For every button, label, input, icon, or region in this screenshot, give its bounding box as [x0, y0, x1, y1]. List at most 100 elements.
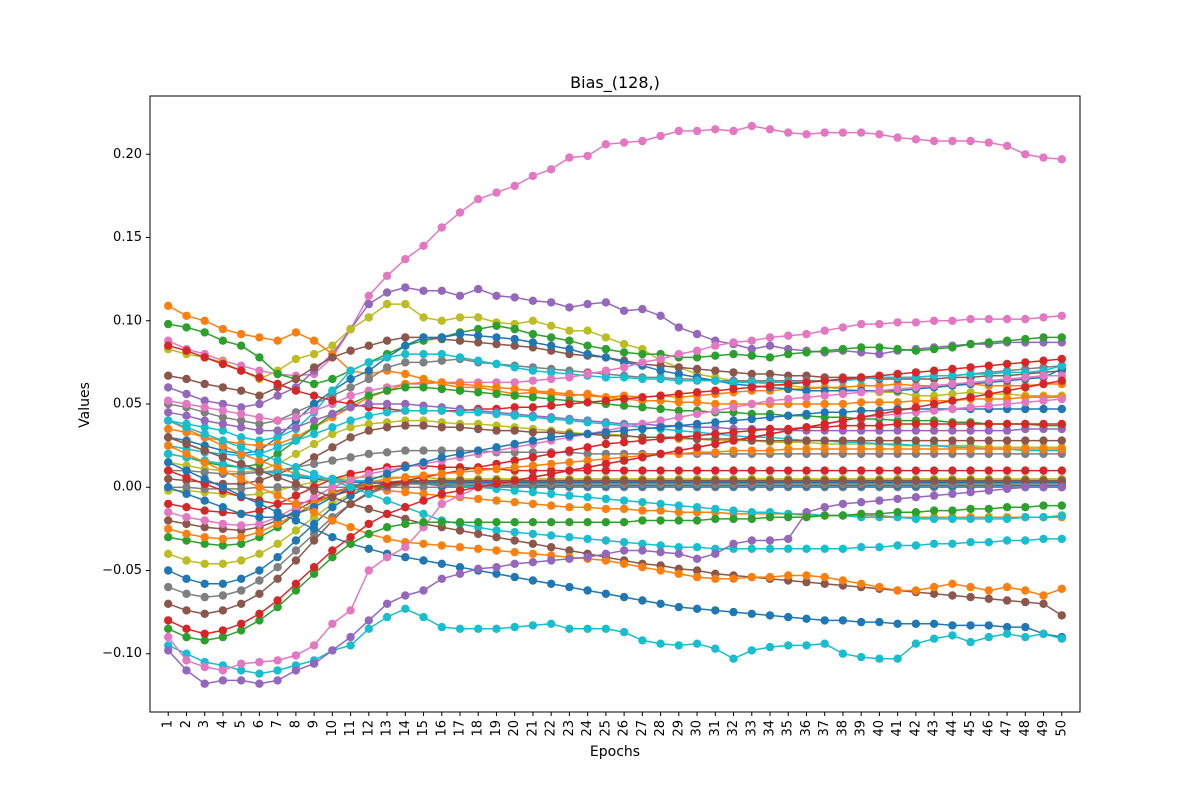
x-tick-label: 49 — [1036, 720, 1051, 737]
data-point — [218, 459, 228, 469]
data-point — [911, 639, 921, 648]
data-point — [273, 443, 282, 452]
data-point — [218, 591, 228, 600]
data-point — [328, 546, 337, 555]
data-point — [255, 506, 264, 515]
data-point — [1057, 376, 1067, 385]
data-point — [164, 524, 173, 534]
data-point — [364, 358, 373, 367]
data-point — [656, 466, 665, 475]
data-point — [291, 413, 301, 422]
data-point — [328, 516, 337, 525]
data-point — [364, 411, 373, 420]
data-point — [382, 408, 392, 417]
x-tick-label: 12 — [361, 720, 376, 737]
data-point — [437, 286, 446, 295]
data-point — [455, 468, 465, 477]
data-point — [273, 499, 282, 509]
data-point — [929, 399, 939, 409]
data-point — [656, 423, 665, 432]
data-point — [401, 358, 410, 367]
data-point — [765, 446, 775, 455]
data-point — [510, 536, 519, 545]
data-point — [237, 449, 246, 459]
data-point — [729, 428, 738, 437]
data-point — [984, 444, 993, 454]
data-point — [729, 466, 738, 475]
data-point — [674, 466, 683, 475]
data-point — [309, 439, 319, 449]
data-point — [182, 439, 191, 449]
data-point — [984, 338, 993, 347]
data-point — [747, 344, 756, 354]
data-point — [893, 436, 902, 445]
data-point — [218, 419, 228, 429]
data-point — [765, 341, 775, 350]
data-point — [1039, 513, 1048, 522]
data-point — [1057, 483, 1067, 492]
data-point — [966, 436, 975, 445]
data-point — [455, 526, 465, 535]
data-point — [328, 533, 337, 542]
data-point — [364, 366, 373, 375]
data-point — [802, 423, 811, 432]
data-point — [565, 336, 574, 345]
data-point — [291, 586, 301, 595]
data-point — [583, 299, 592, 309]
data-point — [838, 374, 848, 384]
data-point — [382, 553, 392, 562]
data-point — [875, 444, 884, 454]
data-point — [547, 449, 556, 459]
data-point — [1057, 155, 1067, 164]
x-tick-label: 36 — [799, 720, 814, 737]
data-point — [747, 446, 756, 455]
data-point — [200, 609, 209, 618]
data-point — [1002, 336, 1012, 345]
data-point — [309, 363, 319, 372]
data-point — [638, 466, 647, 475]
data-point — [1039, 483, 1048, 492]
data-point — [419, 539, 428, 548]
data-point — [164, 549, 173, 558]
data-point — [619, 559, 629, 568]
data-point — [984, 361, 993, 370]
data-point — [437, 463, 446, 472]
y-tick-label: 0.05 — [113, 397, 142, 412]
data-point — [401, 299, 410, 309]
data-point — [984, 419, 993, 429]
data-point — [1021, 632, 1030, 642]
data-point — [218, 632, 228, 642]
x-tick-label: 38 — [835, 720, 850, 737]
data-point — [857, 373, 866, 382]
data-point — [911, 368, 921, 377]
data-point — [255, 391, 264, 400]
data-point — [619, 373, 629, 382]
data-point — [382, 599, 392, 608]
data-point — [747, 609, 756, 618]
data-point — [820, 444, 829, 454]
data-point — [857, 413, 866, 422]
data-point — [273, 656, 282, 665]
data-point — [273, 563, 282, 572]
data-point — [601, 439, 611, 449]
data-point — [547, 165, 556, 174]
data-point — [966, 136, 975, 146]
data-point — [455, 518, 465, 527]
x-tick-label: 32 — [726, 720, 741, 737]
x-tick-label: 4 — [215, 720, 230, 728]
data-point — [474, 356, 483, 365]
data-point — [164, 632, 173, 642]
series-40 — [164, 483, 1067, 688]
data-point — [291, 509, 301, 519]
data-point — [729, 378, 738, 387]
data-point — [966, 419, 975, 429]
data-point — [547, 543, 556, 552]
data-point — [893, 541, 902, 550]
data-point — [419, 489, 428, 499]
data-point — [948, 489, 957, 499]
data-point — [455, 291, 465, 300]
data-point — [984, 436, 993, 445]
data-point — [984, 314, 993, 324]
data-point — [565, 533, 574, 542]
data-point — [966, 538, 975, 547]
